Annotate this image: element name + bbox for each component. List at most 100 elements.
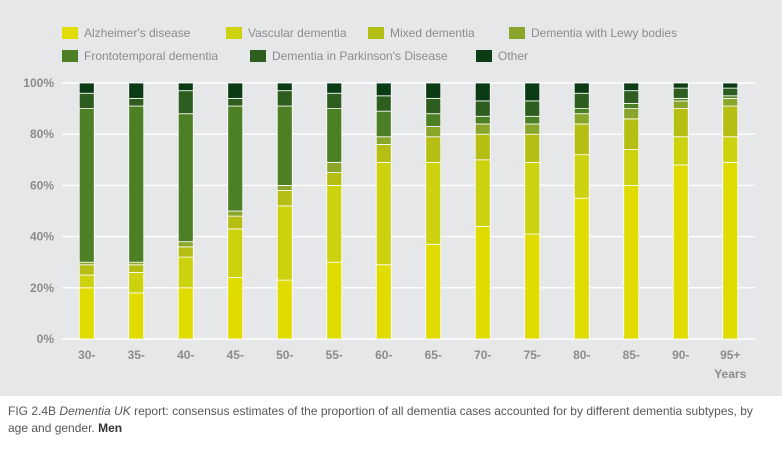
caption-italic-title: Dementia UK xyxy=(59,404,131,418)
x-tick-label: 55- xyxy=(326,348,343,362)
bar-segment xyxy=(78,92,95,109)
bar-segment xyxy=(672,164,689,340)
bar-segment xyxy=(672,82,689,89)
legend-swatch xyxy=(62,50,78,62)
bar-segment xyxy=(227,97,244,107)
bar-segment xyxy=(227,105,244,212)
bar-segment xyxy=(326,161,343,174)
bar-segment xyxy=(326,184,343,263)
bar-segment xyxy=(128,272,145,294)
bar-segment xyxy=(227,277,244,340)
x-tick-label: 85- xyxy=(623,348,640,362)
bar-segment xyxy=(375,82,392,97)
bar-segment xyxy=(326,82,343,94)
bar-segment xyxy=(128,264,145,273)
bar-segment xyxy=(326,108,343,163)
legend-swatch xyxy=(368,27,384,39)
bar-segment xyxy=(425,126,442,138)
bar-segment xyxy=(573,113,590,125)
bar-segment xyxy=(375,136,392,145)
bar-segment xyxy=(425,82,442,99)
y-tick-label: 60% xyxy=(30,178,54,192)
bar-segment xyxy=(672,136,689,166)
legend-label: Vascular dementia xyxy=(248,26,347,40)
bar-segment xyxy=(78,264,95,276)
bar-segment xyxy=(276,205,293,281)
bar-segment xyxy=(375,161,392,266)
y-tick-label: 80% xyxy=(30,127,54,141)
bar-segment xyxy=(425,161,442,245)
legend-item-mixed: Mixed dementia xyxy=(368,26,475,40)
bar-segment xyxy=(573,154,590,199)
bar-segment xyxy=(177,241,194,248)
x-tick-label: 75- xyxy=(524,348,541,362)
legend-label: Frontotemporal dementia xyxy=(84,49,219,63)
x-tick-label: 70- xyxy=(474,348,491,362)
x-tick-label: 95+ xyxy=(720,348,740,362)
bar-segment xyxy=(78,108,95,263)
bar-segment xyxy=(78,274,95,289)
bar-segment xyxy=(128,97,145,107)
bar-segment xyxy=(326,172,343,186)
bar-segment xyxy=(227,82,244,99)
legend-swatch xyxy=(62,27,78,39)
bar-segment xyxy=(474,133,491,161)
x-tick-label: 65- xyxy=(425,348,442,362)
bar-segment xyxy=(672,87,689,99)
legend-swatch xyxy=(226,27,242,39)
bar-segment xyxy=(573,108,590,115)
bar-segment xyxy=(524,161,541,235)
bar-segment xyxy=(573,123,590,156)
bar-segment xyxy=(722,136,739,163)
bar-segment xyxy=(177,246,194,258)
y-tick-label: 40% xyxy=(30,230,54,244)
bar-segment xyxy=(474,115,491,125)
bar-segment xyxy=(276,184,293,191)
bar-segment xyxy=(78,287,95,340)
bar-segment xyxy=(722,87,739,97)
bar-segment xyxy=(326,261,343,340)
bar-segment xyxy=(276,279,293,340)
legend-label: Mixed dementia xyxy=(390,26,475,40)
x-tick-label: 90- xyxy=(672,348,689,362)
bar-segment xyxy=(623,108,640,120)
stacked-bar-chart: 0% 20% 40% 60% 80% 100% 30- 35- 40- 45- 50- 55- 60- 6… xyxy=(23,76,755,381)
bar-segment xyxy=(276,105,293,186)
bar-segment xyxy=(227,228,244,278)
legend-label: Dementia with Lewy bodies xyxy=(531,26,678,40)
bar-segment xyxy=(474,225,491,340)
bar-segment xyxy=(276,190,293,207)
legend-item-lewy: Dementia with Lewy bodies xyxy=(509,26,677,40)
bar-segment xyxy=(474,159,491,227)
bar-segment xyxy=(128,105,145,263)
bar-segment xyxy=(524,115,541,125)
x-axis-title: Years xyxy=(714,367,746,381)
x-tick-label: 80- xyxy=(573,348,590,362)
bar-segment xyxy=(375,110,392,138)
caption-fig-label: FIG 2.4B xyxy=(8,404,60,418)
bar-segment xyxy=(177,90,194,115)
bar-segment xyxy=(524,123,541,135)
bar-segment xyxy=(474,123,491,135)
bar-segment xyxy=(623,82,640,92)
bar-segment xyxy=(623,103,640,110)
bar-segment xyxy=(177,287,194,340)
legend-label: Other xyxy=(498,49,529,63)
bar-segment xyxy=(326,92,343,109)
bar-segment xyxy=(672,108,689,138)
bar-segment xyxy=(425,113,442,127)
x-tick-label: 35- xyxy=(128,348,145,362)
bar-segment xyxy=(425,97,442,115)
bar-segment xyxy=(573,92,590,109)
bar-segment xyxy=(524,100,541,117)
bar-segment xyxy=(227,215,244,230)
bar-segment xyxy=(524,233,541,340)
bar-segment xyxy=(276,90,293,107)
legend-item-alzheimers: Alzheimer's disease xyxy=(62,26,190,40)
bar-segment xyxy=(722,105,739,138)
x-tick-label: 45- xyxy=(227,348,244,362)
figure-caption: FIG 2.4B Dementia UK report: consensus e… xyxy=(8,403,768,437)
x-tick-label: 30- xyxy=(78,348,95,362)
legend-swatch xyxy=(250,50,266,62)
bar-segment xyxy=(524,82,541,102)
